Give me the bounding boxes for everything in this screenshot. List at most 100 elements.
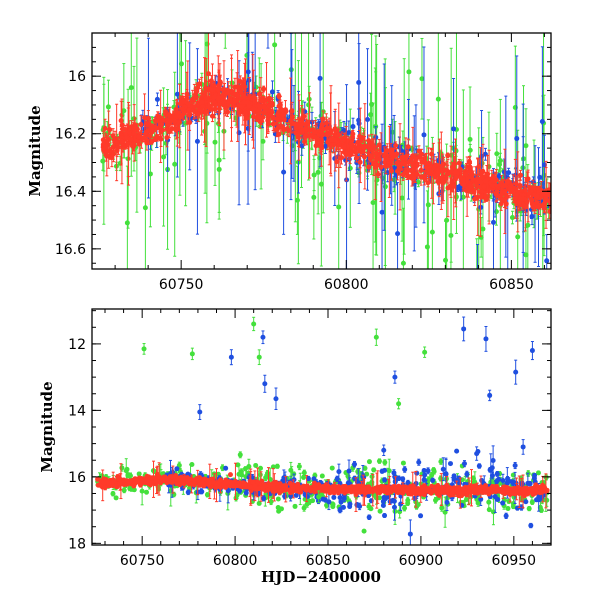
bottom-x-tick-label: 60750 bbox=[120, 553, 165, 569]
data-point-red bbox=[158, 131, 164, 147]
data-point-blue-outlier bbox=[513, 359, 519, 385]
data-point-red bbox=[166, 477, 172, 483]
data-point-blue bbox=[512, 461, 518, 470]
data-point-green bbox=[402, 504, 408, 512]
data-point-green bbox=[377, 508, 383, 514]
data-point-red bbox=[274, 121, 280, 138]
data-point-green bbox=[275, 496, 281, 502]
data-point-red bbox=[266, 99, 272, 113]
data-point-blue-outlier bbox=[520, 439, 526, 455]
data-point-blue bbox=[416, 458, 422, 466]
data-point-red bbox=[117, 481, 123, 487]
data-point-red bbox=[173, 473, 179, 479]
data-point-red bbox=[356, 144, 362, 154]
data-point-red bbox=[388, 489, 394, 495]
data-point-red bbox=[530, 485, 536, 491]
data-point-red bbox=[339, 150, 345, 165]
bottom-y-tick-label: 16 bbox=[68, 470, 86, 486]
data-point-red bbox=[452, 162, 458, 182]
data-point-red bbox=[280, 124, 286, 131]
data-point-red bbox=[538, 185, 544, 196]
data-point-red bbox=[277, 95, 283, 114]
data-point-red bbox=[409, 485, 415, 491]
data-point-red bbox=[470, 170, 476, 189]
bottom-plot-area bbox=[95, 316, 550, 545]
data-point-red bbox=[405, 138, 411, 155]
data-point-blue bbox=[223, 465, 229, 471]
data-point-red bbox=[490, 173, 496, 180]
data-point-red bbox=[456, 485, 462, 491]
data-point-red bbox=[174, 107, 180, 119]
data-point-red bbox=[460, 486, 466, 492]
bottom-axes-frame bbox=[91, 308, 552, 546]
data-point-green bbox=[433, 496, 439, 504]
data-point-red bbox=[424, 487, 430, 493]
data-point-red bbox=[428, 168, 434, 176]
data-point-red bbox=[417, 153, 423, 161]
data-point-green bbox=[506, 498, 512, 504]
data-point-green bbox=[538, 507, 544, 513]
data-point-green bbox=[424, 190, 430, 269]
data-point-red bbox=[215, 55, 221, 124]
data-point-red bbox=[480, 143, 486, 200]
data-point-blue-outlier bbox=[487, 389, 493, 402]
data-point-red bbox=[361, 487, 367, 493]
top-x-tick-label: 60850 bbox=[489, 277, 534, 293]
data-point-red bbox=[332, 124, 338, 133]
data-point-red bbox=[239, 98, 245, 115]
data-point-green bbox=[294, 165, 300, 235]
data-point-green bbox=[121, 487, 127, 494]
data-point-red bbox=[483, 190, 489, 201]
data-point-red bbox=[422, 169, 428, 182]
data-point-green bbox=[274, 463, 280, 469]
data-point-red bbox=[498, 196, 504, 211]
data-point-red bbox=[131, 104, 137, 162]
data-point-blue bbox=[527, 481, 533, 487]
data-point-green-outlier bbox=[422, 346, 428, 358]
data-point-red bbox=[271, 486, 277, 492]
data-point-red bbox=[225, 99, 231, 108]
data-point-blue bbox=[199, 489, 205, 495]
data-point-red bbox=[259, 91, 265, 110]
data-point-red bbox=[514, 489, 520, 495]
data-point-blue bbox=[185, 489, 191, 496]
data-point-green bbox=[275, 505, 281, 511]
data-point-red bbox=[439, 170, 445, 184]
data-point-green-outlier bbox=[141, 343, 147, 355]
data-point-red bbox=[186, 106, 192, 115]
data-point-green bbox=[329, 465, 335, 471]
data-point-red bbox=[220, 86, 226, 94]
data-point-red bbox=[105, 479, 111, 485]
data-point-red bbox=[467, 159, 473, 176]
bottom-x-tick-label: 60850 bbox=[306, 553, 351, 569]
data-point-green bbox=[438, 458, 444, 465]
top-y-tick-label: 16.4 bbox=[55, 184, 86, 200]
data-point-red bbox=[293, 118, 299, 132]
data-point-blue-outlier bbox=[483, 325, 489, 352]
top-axes-frame bbox=[91, 32, 552, 270]
data-point-blue-outlier bbox=[474, 446, 480, 461]
data-point-red bbox=[510, 183, 516, 201]
data-point-red bbox=[435, 178, 441, 186]
data-point-red bbox=[431, 488, 437, 494]
data-point-red bbox=[207, 480, 213, 486]
data-point-green bbox=[535, 470, 541, 476]
data-point-green bbox=[382, 459, 388, 466]
data-point-red bbox=[177, 97, 183, 110]
data-point-red bbox=[149, 126, 155, 138]
top-y-tick-label: 16 bbox=[68, 69, 86, 85]
data-point-blue bbox=[245, 33, 251, 152]
data-point-red bbox=[221, 95, 227, 110]
data-point-red bbox=[282, 484, 288, 490]
data-point-red bbox=[217, 76, 223, 88]
data-point-green bbox=[397, 505, 403, 519]
data-point-blue-outlier bbox=[260, 330, 266, 345]
data-point-red bbox=[228, 480, 234, 486]
data-point-red bbox=[403, 168, 409, 178]
data-point-red bbox=[478, 175, 484, 190]
data-point-red bbox=[153, 478, 159, 484]
data-point-green bbox=[509, 210, 515, 225]
data-point-green bbox=[419, 37, 425, 120]
top-ticks: 60750 60800 60850 16 16.2 16.4 16.6 bbox=[55, 32, 551, 293]
data-point-blue bbox=[194, 48, 200, 235]
